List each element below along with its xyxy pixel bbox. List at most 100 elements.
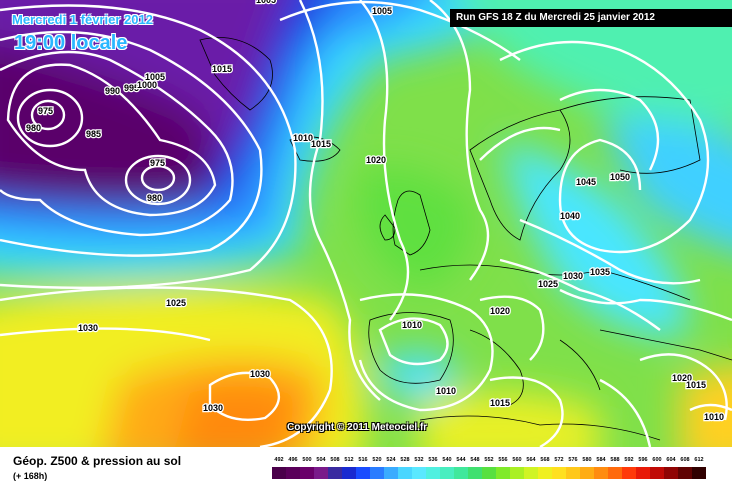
isobar-label: 1000 <box>137 80 157 90</box>
isobar-label: 1005 <box>145 72 165 82</box>
isobar-label: 1010 <box>293 133 313 143</box>
isobar-label: 1010 <box>402 320 422 330</box>
legend-swatch <box>650 467 664 479</box>
isobar-label: 980 <box>147 193 162 203</box>
isobar-label: 1045 <box>576 177 596 187</box>
isobar-label: 1025 <box>538 279 558 289</box>
legend-swatch <box>510 467 524 479</box>
isobar-label: 980 <box>26 123 41 133</box>
legend-swatch <box>608 467 622 479</box>
legend-label: 552 <box>484 457 494 463</box>
isobar-label: 975 <box>38 106 53 116</box>
map-title: Géop. Z500 & pression au sol <box>13 454 182 468</box>
legend-swatch <box>692 467 706 479</box>
legend-swatch <box>622 467 636 479</box>
copyright-notice: Copyright © 2011 Meteociel.fr <box>287 422 428 433</box>
legend-label: 596 <box>638 457 648 463</box>
legend-label: 492 <box>274 457 284 463</box>
legend-swatch <box>580 467 594 479</box>
legend-label: 520 <box>372 457 382 463</box>
isobar-label: 1020 <box>672 373 692 383</box>
isobar-label: 990 <box>105 86 120 96</box>
color-legend: 492 496 500 504 508 512 516 520 524 528 532 536 540 5… <box>272 457 712 485</box>
legend-swatch <box>594 467 608 479</box>
legend-swatch <box>566 467 580 479</box>
legend-swatch <box>300 467 314 479</box>
legend-swatch <box>678 467 692 479</box>
legend-label: 516 <box>358 457 368 463</box>
coastlines <box>199 37 732 441</box>
legend-swatch <box>384 467 398 479</box>
legend-label: 496 <box>288 457 298 463</box>
legend-label: 548 <box>470 457 480 463</box>
legend-swatch <box>468 467 482 479</box>
legend-label: 576 <box>568 457 578 463</box>
legend-label: 572 <box>554 457 564 463</box>
isobar-label: 1010 <box>436 386 456 396</box>
isobar-label: 1015 <box>490 398 510 408</box>
legend-label: 584 <box>596 457 606 463</box>
legend-swatch <box>272 467 286 479</box>
isobar-label: 1030 <box>78 323 98 333</box>
legend-label: 532 <box>414 457 424 463</box>
legend-label: 612 <box>694 457 704 463</box>
legend-label: 560 <box>512 457 522 463</box>
isobar-label: 1020 <box>366 155 386 165</box>
isobar-label: 1025 <box>166 298 186 308</box>
isobar-label: 1030 <box>203 403 223 413</box>
legend-label: 600 <box>652 457 662 463</box>
legend-swatch <box>342 467 356 479</box>
legend-swatch <box>412 467 426 479</box>
legend-label: 556 <box>498 457 508 463</box>
legend-label: 588 <box>610 457 620 463</box>
isobar-label: 1035 <box>590 267 610 277</box>
isobar-labels: 1005 1005 1015 990 995 1000 1005 975 980… <box>25 0 726 423</box>
forecast-offset: (+ 168h) <box>13 471 48 481</box>
legend-swatch <box>538 467 552 479</box>
legend-swatch <box>552 467 566 479</box>
legend-swatch <box>636 467 650 479</box>
isobar-label: 975 <box>150 158 165 168</box>
isobar-label: 1020 <box>490 306 510 316</box>
legend-label: 536 <box>428 457 438 463</box>
legend-swatch <box>314 467 328 479</box>
isobar-label: 1005 <box>256 0 276 5</box>
isobar-label: 1015 <box>212 64 232 74</box>
legend-label: 604 <box>666 457 676 463</box>
legend-swatch <box>426 467 440 479</box>
isobar-label: 1030 <box>563 271 583 281</box>
legend-swatch <box>356 467 370 479</box>
isobar-label: 1030 <box>250 369 270 379</box>
legend-color-bar <box>272 467 706 479</box>
legend-swatch <box>440 467 454 479</box>
weather-map: 1005 1005 1015 990 995 1000 1005 975 980… <box>0 0 732 447</box>
forecast-date: Mercredi 1 février 2012 <box>12 12 153 27</box>
legend-label: 544 <box>456 457 466 463</box>
isobar-label: 1010 <box>704 412 724 422</box>
isobar-label: 985 <box>86 129 101 139</box>
legend-swatch <box>398 467 412 479</box>
legend-label: 608 <box>680 457 690 463</box>
isobar-lines <box>0 0 732 447</box>
legend-label: 512 <box>344 457 354 463</box>
footer: Géop. Z500 & pression au sol (+ 168h) 49… <box>0 447 732 488</box>
geopotential-field <box>0 0 732 447</box>
isobar-label: 1050 <box>610 172 630 182</box>
legend-swatch <box>482 467 496 479</box>
run-info: Run GFS 18 Z du Mercredi 25 janvier 2012 <box>450 9 732 27</box>
isobar-label: 1015 <box>686 380 706 390</box>
legend-label: 568 <box>540 457 550 463</box>
legend-label: 500 <box>302 457 312 463</box>
legend-label: 580 <box>582 457 592 463</box>
legend-swatch <box>664 467 678 479</box>
isobar-label: 1015 <box>311 139 331 149</box>
legend-swatch <box>524 467 538 479</box>
legend-label: 592 <box>624 457 634 463</box>
legend-label: 524 <box>386 457 396 463</box>
legend-label: 540 <box>442 457 452 463</box>
legend-label: 564 <box>526 457 536 463</box>
legend-swatch <box>370 467 384 479</box>
legend-label: 508 <box>330 457 340 463</box>
isobar-label: 995 <box>124 83 139 93</box>
legend-swatch <box>328 467 342 479</box>
